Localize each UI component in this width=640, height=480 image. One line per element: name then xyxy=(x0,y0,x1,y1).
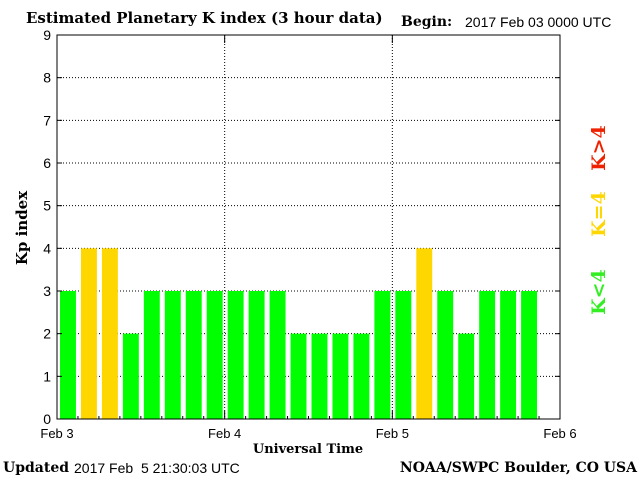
kp-bar xyxy=(395,291,412,419)
y-tick-label: 7 xyxy=(43,112,51,128)
x-tick-label: Feb 5 xyxy=(376,426,409,441)
grid-lines xyxy=(57,35,560,419)
y-tick-label: 9 xyxy=(43,27,51,43)
y-tick-label: 2 xyxy=(43,326,51,342)
kp-bar xyxy=(458,333,475,419)
kp-bar xyxy=(80,248,97,419)
x-tick-label: Feb 4 xyxy=(208,426,241,441)
x-axis-label: Universal Time xyxy=(253,442,363,457)
kp-bar xyxy=(311,333,328,419)
x-tick-label: Feb 3 xyxy=(40,426,73,441)
kp-bar xyxy=(269,291,286,419)
begin-value: 2017 Feb 03 0000 UTC xyxy=(465,14,612,30)
kp-bar xyxy=(290,333,307,419)
kp-bar xyxy=(437,291,454,419)
begin-label: Begin: xyxy=(401,14,453,30)
kp-bars xyxy=(60,248,538,419)
kp-bar xyxy=(248,291,265,419)
chart-title: Estimated Planetary K index (3 hour data… xyxy=(26,9,383,27)
kp-bar xyxy=(143,291,160,419)
kp-bar xyxy=(206,291,223,419)
kp-bar xyxy=(164,291,181,419)
y-axis-label: Kp index xyxy=(13,190,31,265)
updated-label: Updated xyxy=(3,460,70,476)
kp-bar xyxy=(353,333,370,419)
x-tick-label: Feb 6 xyxy=(543,426,576,441)
x-ticks: Feb 3 Feb 4 Feb 5 Feb 6 xyxy=(40,35,577,441)
y-tick-label: 0 xyxy=(43,411,51,427)
y-tick-label: 5 xyxy=(43,198,51,214)
kp-bar xyxy=(185,291,202,419)
kp-bar xyxy=(101,248,118,419)
data-source: NOAA/SWPC Boulder, CO USA xyxy=(399,460,637,476)
kp-bar xyxy=(227,291,244,419)
y-tick-label: 3 xyxy=(43,283,51,299)
legend-entry: K=4 xyxy=(588,191,610,237)
kp-bar xyxy=(60,291,76,419)
y-tick-label: 4 xyxy=(43,240,51,256)
kp-bar xyxy=(500,291,517,419)
y-tick-label: 8 xyxy=(43,70,51,86)
y-tick-label: 1 xyxy=(43,368,51,384)
y-tick-label: 6 xyxy=(43,155,51,171)
kp-bar xyxy=(416,248,433,419)
legend-entry: K>4 xyxy=(588,125,610,171)
kp-bar xyxy=(521,291,538,419)
kp-bar xyxy=(332,333,349,419)
legend-entry: K<4 xyxy=(588,269,610,315)
updated-timestamp: 2017 Feb 5 21:30:03 UTC xyxy=(74,460,240,476)
y-ticks: 0 1 2 3 4 5 6 7 8 9 xyxy=(43,27,560,427)
legend: K<4 K=4 K>4 xyxy=(588,125,610,315)
kp-bar xyxy=(122,333,139,419)
kp-bar xyxy=(479,291,496,419)
kp-bar xyxy=(374,291,391,419)
